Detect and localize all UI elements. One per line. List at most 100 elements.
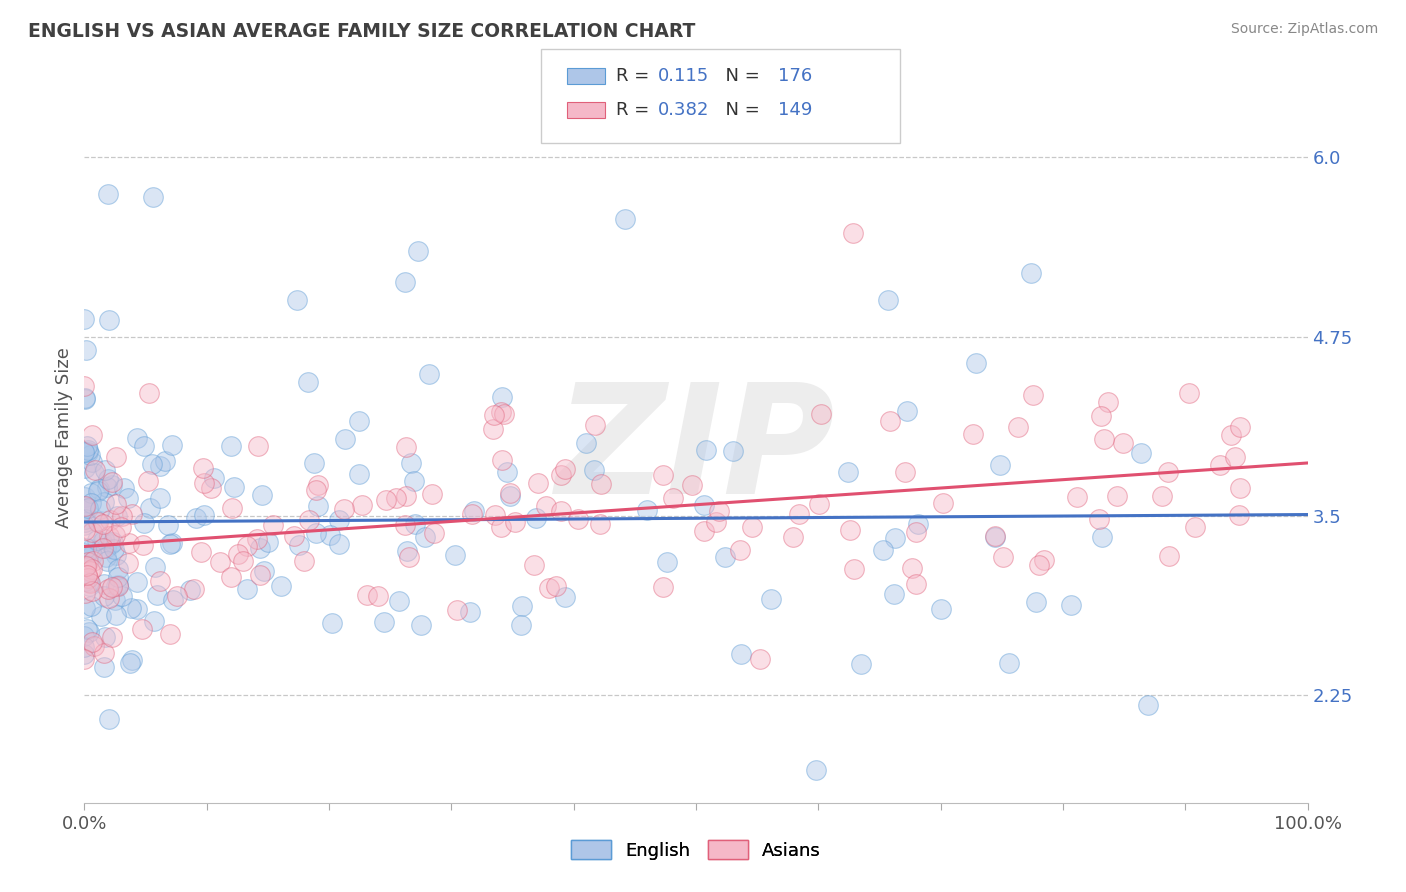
Point	[247, 439, 270, 453]
Point	[77, 624, 100, 639]
Point	[373, 615, 395, 630]
Point	[550, 504, 572, 518]
Point	[82, 553, 104, 567]
Point	[288, 538, 311, 552]
Point	[252, 564, 274, 578]
Point	[166, 589, 188, 603]
Point	[117, 556, 139, 570]
Point	[810, 408, 832, 422]
Point	[883, 531, 905, 545]
Point	[149, 574, 172, 589]
Point	[86, 533, 108, 547]
Point	[1229, 481, 1251, 495]
Point	[73, 461, 96, 475]
Point	[107, 570, 129, 584]
Point	[839, 524, 862, 538]
Point	[75, 574, 97, 588]
Point	[285, 293, 308, 307]
Point	[179, 583, 201, 598]
Point	[523, 558, 546, 573]
Point	[636, 503, 658, 517]
Point	[94, 541, 117, 555]
Point	[962, 427, 984, 442]
Point	[1060, 599, 1083, 613]
Point	[527, 475, 550, 490]
Point	[120, 600, 142, 615]
Point	[662, 491, 685, 505]
Point	[305, 483, 328, 497]
Point	[567, 511, 589, 525]
Point	[93, 646, 115, 660]
Point	[91, 541, 114, 556]
Point	[104, 528, 127, 542]
Point	[1019, 266, 1042, 280]
Point	[232, 553, 254, 567]
Point	[356, 588, 378, 602]
Point	[652, 467, 675, 482]
Point	[423, 526, 446, 541]
Point	[1092, 432, 1115, 446]
Point	[77, 578, 100, 592]
Point	[236, 582, 259, 596]
Point	[398, 549, 420, 564]
Text: 149: 149	[778, 101, 811, 119]
Point	[546, 579, 568, 593]
Point	[146, 588, 169, 602]
Point	[589, 516, 612, 531]
Point	[1157, 465, 1180, 479]
Point	[136, 474, 159, 488]
Point	[904, 577, 927, 591]
Point	[333, 432, 356, 446]
Point	[96, 549, 118, 564]
Point	[142, 190, 165, 204]
Point	[305, 526, 328, 541]
Point	[77, 445, 100, 459]
Point	[97, 186, 120, 201]
Point	[1007, 420, 1029, 434]
Point	[162, 438, 184, 452]
Point	[104, 579, 127, 593]
Point	[844, 562, 866, 576]
Point	[183, 582, 205, 597]
Point	[249, 568, 271, 582]
Point	[387, 593, 409, 607]
Point	[411, 617, 433, 632]
Point	[162, 535, 184, 549]
Point	[575, 436, 598, 450]
Point	[80, 524, 103, 539]
Point	[73, 546, 96, 560]
Point	[156, 517, 179, 532]
Point	[333, 502, 356, 516]
Point	[76, 558, 98, 572]
Point	[988, 458, 1011, 473]
Point	[193, 475, 215, 490]
Point	[1209, 458, 1232, 472]
Point	[120, 656, 142, 670]
Point	[482, 422, 505, 436]
Point	[82, 549, 104, 563]
Point	[91, 534, 114, 549]
Point	[270, 578, 292, 592]
Point	[1136, 698, 1159, 713]
Point	[328, 513, 350, 527]
Text: 0.115: 0.115	[658, 67, 709, 85]
Point	[143, 560, 166, 574]
Point	[904, 524, 927, 539]
Point	[117, 491, 139, 506]
Point	[131, 622, 153, 636]
Point	[104, 593, 127, 607]
Point	[806, 763, 828, 777]
Point	[79, 575, 101, 590]
Point	[87, 515, 110, 529]
Point	[162, 593, 184, 607]
Point	[283, 529, 305, 543]
Point	[190, 545, 212, 559]
Point	[491, 453, 513, 467]
Point	[193, 508, 215, 522]
Point	[399, 456, 422, 470]
Point	[896, 404, 918, 418]
Point	[96, 480, 118, 494]
Point	[849, 657, 872, 672]
Point	[837, 465, 859, 479]
Point	[80, 495, 103, 509]
